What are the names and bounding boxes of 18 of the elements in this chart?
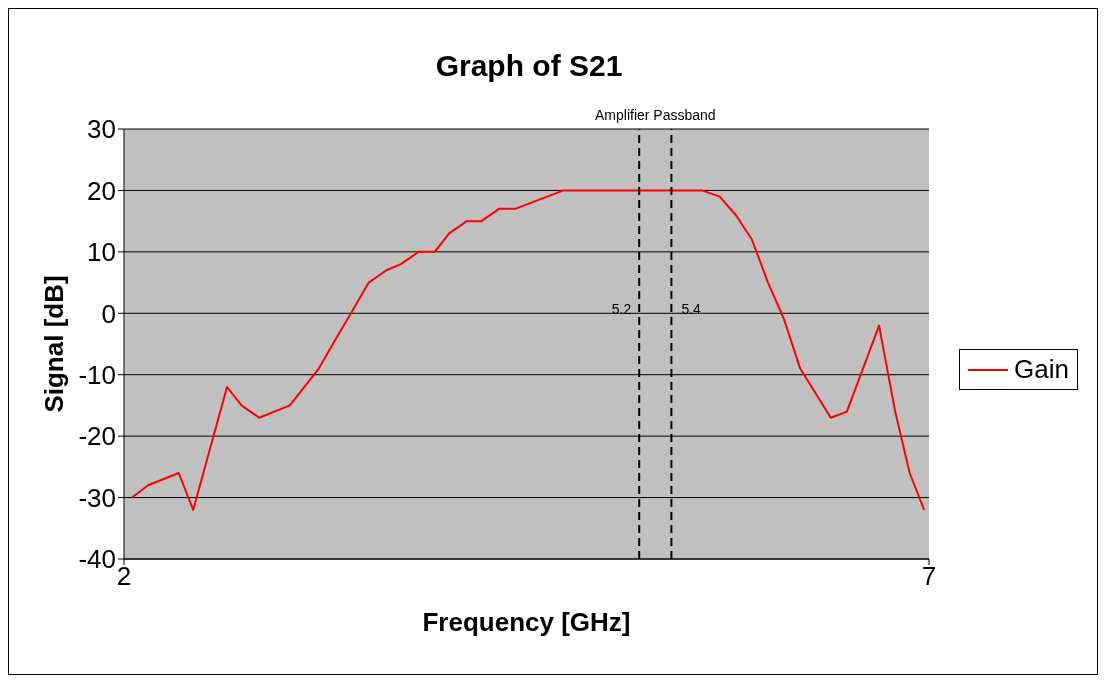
ref-line-label: 5.4 [681, 300, 702, 317]
x-tick-label: 7 [921, 561, 937, 592]
y-tick-label: -40 [78, 544, 116, 575]
ref-line-label: 5.2 [611, 300, 632, 317]
y-tick-label: 0 [101, 298, 116, 329]
chart-title: Graph of S21 [434, 49, 624, 83]
legend-label: Gain [1014, 354, 1069, 385]
y-tick-label: 20 [87, 175, 116, 206]
y-tick-label: 30 [87, 114, 116, 145]
y-axis-title: Signal [dB] [39, 275, 70, 413]
y-tick-label: 10 [87, 237, 116, 268]
line-series [131, 189, 926, 511]
y-tick-label: -20 [78, 421, 116, 452]
x-axis-title: Frequency [GHz] [422, 607, 631, 637]
x-tick-label: 2 [116, 561, 132, 592]
y-tick-label: -30 [78, 482, 116, 513]
text: Amplifier Passband [594, 107, 717, 123]
y-tick-label: -10 [78, 359, 116, 390]
